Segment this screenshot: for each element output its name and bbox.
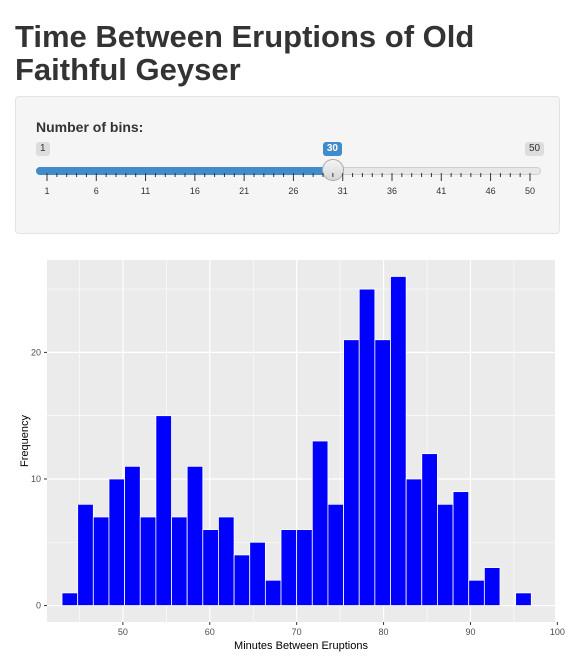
histogram-bar	[359, 289, 375, 605]
histogram-bar	[484, 568, 500, 606]
slider-tick-label: 21	[239, 186, 249, 196]
histogram-bar	[156, 416, 172, 606]
slider-tick-label: 31	[338, 186, 348, 196]
histogram-bar	[93, 517, 109, 606]
slider-tick-label: 36	[387, 186, 397, 196]
slider-tick-label: 41	[436, 186, 446, 196]
histogram-bar	[78, 504, 94, 605]
slider-tick-label: 16	[190, 186, 200, 196]
x-tick-label: 100	[550, 627, 565, 637]
y-tick-label: 20	[31, 347, 41, 357]
histogram-bar	[140, 517, 156, 606]
slider-tick-label: 50	[525, 186, 535, 196]
histogram-plot: 50 60 70 80 90 100 0 10 20 Minutes Between Erupti…	[0, 250, 576, 656]
histogram-bar	[187, 466, 203, 605]
x-tick-label: 60	[205, 627, 215, 637]
histogram-bar	[422, 454, 438, 606]
histogram-bar	[62, 593, 78, 606]
histogram-bar	[203, 530, 219, 606]
histogram-bar	[250, 542, 266, 605]
x-tick-label: 70	[292, 627, 302, 637]
y-axis-title: Frequency	[19, 415, 31, 467]
histogram-bar	[109, 479, 125, 606]
slider-tick-label: 46	[486, 186, 496, 196]
histogram-bar	[344, 340, 360, 606]
histogram-bar	[375, 340, 391, 606]
slider-tick-label: 11	[141, 186, 150, 196]
histogram-bar	[312, 441, 328, 606]
histogram-bar	[125, 466, 141, 605]
x-axis-title: Minutes Between Eruptions	[234, 640, 368, 652]
histogram-bar	[516, 593, 532, 606]
histogram-bar	[469, 580, 485, 605]
y-tick-label: 0	[36, 601, 41, 611]
slider-ticks: 1 6 11 16 21 26 31 36 41 46 50	[16, 97, 561, 235]
sidebar-panel: Number of bins: 1 50 30 1 6 11 16 21 26 31 36 41…	[15, 96, 560, 234]
x-tick-label: 90	[465, 627, 475, 637]
histogram-bar	[265, 580, 281, 605]
histogram-bar	[437, 504, 453, 605]
histogram-bar	[172, 517, 188, 606]
slider-tick-label: 1	[44, 186, 49, 196]
histogram-bar	[391, 276, 407, 605]
histogram-bar	[281, 530, 297, 606]
x-tick-label: 80	[379, 627, 389, 637]
x-tick-label: 50	[118, 627, 128, 637]
slider-tick-label: 26	[288, 186, 298, 196]
page-title: Time Between Eruptions of Old Faithful G…	[15, 20, 565, 86]
slider-tick-label: 6	[94, 186, 99, 196]
histogram-svg: 50 60 70 80 90 100 0 10 20 Minutes Between Erupti…	[0, 250, 576, 656]
histogram-bar	[406, 479, 422, 606]
histogram-bar	[234, 555, 250, 606]
histogram-bar	[218, 517, 234, 606]
histogram-bar	[453, 492, 469, 606]
histogram-bar	[328, 504, 344, 605]
histogram-bar	[297, 530, 313, 606]
y-tick-label: 10	[31, 474, 41, 484]
